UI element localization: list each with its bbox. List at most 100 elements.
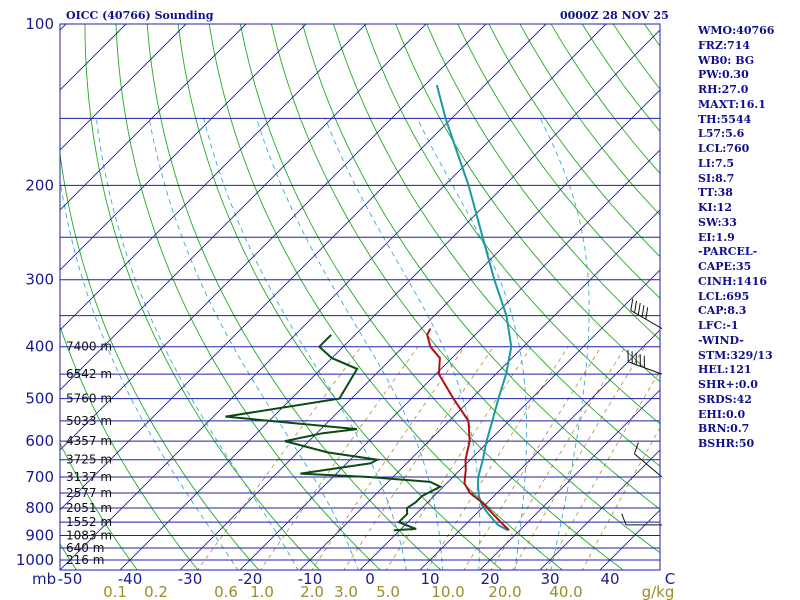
index-item: EHI:0.0 [698,407,746,421]
height-label: 1083 m [66,528,112,542]
mixing-ratio-line [197,346,362,570]
mixing-ratio-tick-label: 3.0 [334,583,358,600]
temperature-tick-label: C [665,570,675,588]
isotherm-line [60,24,547,511]
mixing-ratio-tick-label: 10.0 [431,583,464,600]
isotherm-line [60,24,187,151]
dry-adiabat-line [177,24,503,570]
height-label: 3725 m [66,453,112,467]
dry-adiabat-line [488,24,660,258]
index-item: BSHR:50 [698,437,755,450]
wind-barb [621,513,662,526]
index-item: -PARCEL- [698,245,758,259]
isotherm-line [239,149,660,570]
pressure-tick-label: 500 [25,390,54,408]
height-label: 1552 m [66,515,112,529]
dry-adiabat-line [457,24,660,299]
index-item: STM:329/13 [698,348,773,362]
wind-barb [630,298,663,329]
mixing-ratio-tick-label: g/kg [642,583,675,600]
height-label: 7400 m [66,340,112,354]
mixing-ratio-line [385,346,532,570]
isotherm-line [60,24,427,391]
height-label: 216 m [66,553,104,567]
dry-adiabat-line [84,24,321,570]
isotherm-line [60,24,307,271]
index-item: L57:5.6 [698,127,745,141]
plot-frame [59,23,661,571]
wind-barb [633,442,663,478]
index-item: -WIND- [698,333,744,347]
mixing-ratio-line [490,346,626,570]
height-label: 6542 m [66,367,112,381]
height-label: 4357 m [66,434,112,448]
index-item: LCL:695 [698,289,750,303]
isotherm-line [60,24,67,31]
index-item: TT:38 [698,186,733,200]
sounding-time: 0000Z 28 NOV 25 [560,9,669,22]
pressure-tick-label: 600 [25,432,54,450]
mixing-ratio-line [426,346,569,570]
pressure-tick-label: 300 [25,271,54,289]
pressure-tick-label: 1000 [16,551,54,569]
moist-adiabat-line [539,118,590,570]
height-label: 2051 m [66,501,112,515]
temperature-tick-label: 40 [600,570,619,588]
isotherm-line [299,209,660,570]
index-item: MAXT:16.1 [698,97,766,111]
index-item: TH:5544 [698,112,752,126]
index-item: EI:1.9 [698,230,735,244]
temperature-tick-label: -30 [178,570,203,588]
pressure-tick-label: 200 [25,176,54,194]
index-item: LI:7.5 [698,156,735,170]
index-item: WMO:40766 [698,24,775,37]
temperature-tick-label: 20 [480,570,499,588]
temperature-tick-label: 0 [365,570,375,588]
temperature-tick-label: 10 [420,570,439,588]
dry-adiabat-line [426,24,660,341]
pressure-tick-label: 800 [25,499,54,517]
dry-adiabat-line [60,442,138,570]
index-item: SI:8.7 [698,171,735,185]
index-item: CINH:1416 [698,274,768,288]
mixing-ratio-line [581,427,660,570]
mixing-ratio-tick-label: 40.0 [549,583,582,600]
dry-adiabat-line [395,24,660,383]
index-item: CAP:8.3 [698,304,747,318]
dry-adiabat-line [60,150,260,570]
mixing-ratio-tick-label: 0.6 [214,583,238,600]
wind-barb [627,349,663,375]
pressure-tick-label: 900 [25,526,54,544]
dry-adiabat-line [208,24,564,570]
mixing-ratio-tick-label: 0.1 [103,583,127,600]
index-item: BRN:0.7 [698,422,750,436]
index-item: RH:27.0 [698,83,749,96]
pressure-unit-label: mb [32,570,56,588]
mixing-ratio-tick-label: 20.0 [488,583,521,600]
temperature-tick-label: -10 [298,570,323,588]
isotherm-line [179,89,660,570]
height-label: 640 m [66,541,104,555]
height-label: 5760 m [66,392,112,406]
sounding-traces [225,84,513,532]
mixing-ratio-line [545,369,660,570]
mixing-ratio-line [259,346,419,570]
station-title: OICC (40766) Sounding [66,9,214,22]
isotherm-line [119,29,660,570]
isotherm-line [479,389,660,570]
dewpoint-trace [225,334,443,532]
dry-adiabat-line [302,24,660,510]
index-item: SW:33 [698,215,737,229]
index-panel: WMO:40766 FRZ:714 WB0: BG PW:0.30 RH:27.0 MAX… [698,24,800,452]
index-item: KI:12 [698,201,733,214]
pressure-tick-label: 400 [25,338,54,356]
temperature-trace [426,328,510,531]
height-label: 3137 m [66,470,112,484]
isotherm-line [419,329,660,570]
index-item: WB0: BG [698,53,755,67]
index-item: FRZ:714 [698,38,751,52]
pressure-tick-label: 700 [25,468,54,486]
index-item: SHR+:0.0 [698,378,758,391]
height-label: 5033 m [66,414,112,428]
temperature-tick-label: -20 [238,570,263,588]
